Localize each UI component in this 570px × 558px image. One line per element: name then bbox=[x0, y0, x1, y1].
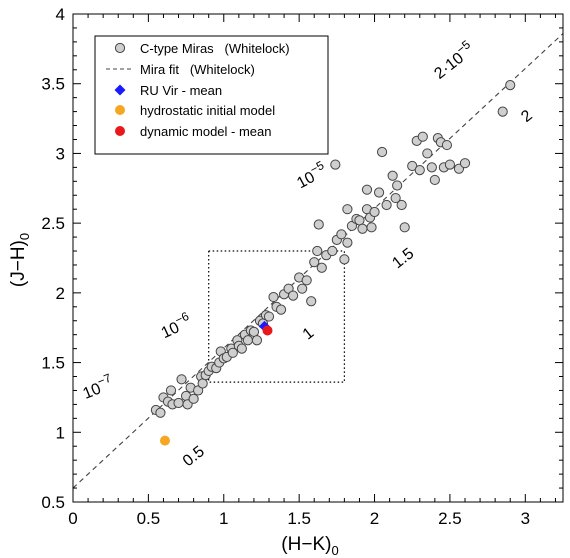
x-tick-label: 2.5 bbox=[438, 509, 462, 528]
curve-annotation: 10−6 bbox=[157, 309, 195, 342]
mira-point bbox=[381, 199, 392, 211]
mira-point bbox=[268, 291, 279, 303]
mira-point bbox=[336, 229, 347, 240]
mira-point bbox=[188, 393, 199, 404]
legend-mira-symbol bbox=[114, 42, 126, 54]
mira-point bbox=[407, 160, 418, 172]
y-tick-label: 0.5 bbox=[41, 493, 65, 512]
y-tick-label: 1 bbox=[56, 423, 65, 442]
mira-point bbox=[441, 139, 453, 151]
mira-point bbox=[173, 397, 184, 409]
legend-ru-vir-symbol bbox=[114, 84, 126, 96]
x-axis-title: (H−K)0 bbox=[281, 534, 338, 558]
mira-point bbox=[342, 204, 353, 215]
mira-point bbox=[242, 335, 253, 346]
mira-point bbox=[354, 215, 365, 226]
mira-point bbox=[497, 106, 508, 117]
y-tick-label: 4 bbox=[56, 5, 65, 24]
mira-point bbox=[459, 158, 471, 169]
x-tick-label: 1 bbox=[219, 509, 228, 528]
mira-point bbox=[429, 174, 440, 186]
zoom-box bbox=[208, 250, 345, 383]
mira-point bbox=[422, 148, 433, 159]
legend-label: dynamic model - mean bbox=[140, 124, 272, 139]
y-tick-label: 2.5 bbox=[41, 214, 65, 233]
curve-annotation: 10−5 bbox=[292, 158, 330, 192]
mira-point bbox=[316, 262, 327, 273]
mira-point bbox=[373, 187, 385, 198]
curve-annotation: 1 bbox=[300, 324, 318, 343]
y-axis-title: (J−H)0 bbox=[8, 233, 32, 287]
y-tick-label: 1.5 bbox=[41, 354, 65, 373]
mira-point bbox=[227, 347, 238, 358]
mira-point bbox=[361, 184, 373, 195]
legend-label: C-type Miras (Whitelock) bbox=[140, 41, 290, 56]
mira-point bbox=[312, 245, 323, 257]
plot-frame bbox=[72, 13, 564, 503]
mira-point bbox=[414, 165, 425, 176]
data-points bbox=[150, 80, 516, 446]
mira-point bbox=[369, 206, 380, 218]
mira-point bbox=[366, 222, 377, 233]
legend-label: RU Vir - mean bbox=[140, 83, 222, 98]
legend-label: hydrostatic initial model bbox=[140, 103, 275, 118]
curve-annotation: 2·10−5 bbox=[428, 37, 478, 83]
mira-point bbox=[288, 290, 299, 301]
x-tick-label: 1.5 bbox=[287, 509, 311, 528]
dynamic-point bbox=[262, 325, 273, 336]
mira-point bbox=[248, 326, 260, 337]
mira-point bbox=[327, 245, 338, 257]
mira-point bbox=[330, 159, 341, 170]
x-tick-label: 0.5 bbox=[137, 509, 161, 528]
mira-point bbox=[376, 146, 388, 158]
mira-point bbox=[399, 222, 410, 233]
legend: C-type Miras (Whitelock) Mira fit (Whitel… bbox=[94, 35, 329, 155]
curve-annotation: 10−7 bbox=[79, 371, 117, 403]
x-tick-label: 2 bbox=[370, 509, 379, 528]
mira-point bbox=[283, 283, 294, 294]
x-tick-label: 3 bbox=[521, 509, 530, 528]
mira-point bbox=[193, 385, 204, 396]
y-tick-label: 2 bbox=[56, 284, 65, 303]
mira-point bbox=[390, 192, 401, 204]
mira-point bbox=[275, 304, 287, 315]
mira-point bbox=[396, 199, 407, 211]
y-tick-label: 3.5 bbox=[41, 75, 65, 94]
mira-point bbox=[306, 296, 317, 307]
mira-point bbox=[313, 219, 324, 230]
curve-annotation: 0.5 bbox=[180, 443, 208, 470]
legend-box bbox=[94, 35, 329, 155]
mira-point bbox=[176, 374, 187, 385]
mira-point bbox=[309, 257, 320, 268]
mira-point bbox=[339, 254, 350, 265]
mira-point bbox=[297, 283, 308, 294]
legend-hydrostatic-symbol bbox=[115, 105, 125, 115]
mira-point bbox=[251, 335, 263, 346]
y-tick-label: 3 bbox=[56, 144, 65, 163]
axes: 0 0.5 1 1.5 2 2.5 30.511.522.533.54 bbox=[41, 5, 564, 528]
curve-annotation: 2 bbox=[518, 107, 536, 126]
mira-point bbox=[346, 220, 358, 232]
mira-point bbox=[197, 378, 208, 389]
mira-point bbox=[426, 162, 437, 173]
legend-label: Mira fit (Whitelock) bbox=[140, 62, 255, 77]
mira-point bbox=[263, 311, 275, 322]
mira-point bbox=[392, 180, 403, 191]
mira-point bbox=[505, 80, 516, 91]
x-tick-label: 0 bbox=[68, 509, 77, 528]
mira-point bbox=[444, 159, 456, 170]
mira-point bbox=[357, 223, 368, 234]
mira-point bbox=[236, 343, 247, 354]
mira-point bbox=[301, 275, 312, 286]
mira-point bbox=[165, 385, 177, 396]
mira-point bbox=[417, 131, 428, 142]
mira-point bbox=[342, 237, 353, 248]
dotted-box bbox=[208, 250, 345, 383]
hydrostatic-point bbox=[159, 435, 170, 446]
mira-point bbox=[387, 170, 398, 181]
curve-annotation: 1.5 bbox=[389, 245, 417, 272]
legend-dynamic-symbol bbox=[115, 126, 125, 136]
mira-point bbox=[155, 407, 166, 418]
